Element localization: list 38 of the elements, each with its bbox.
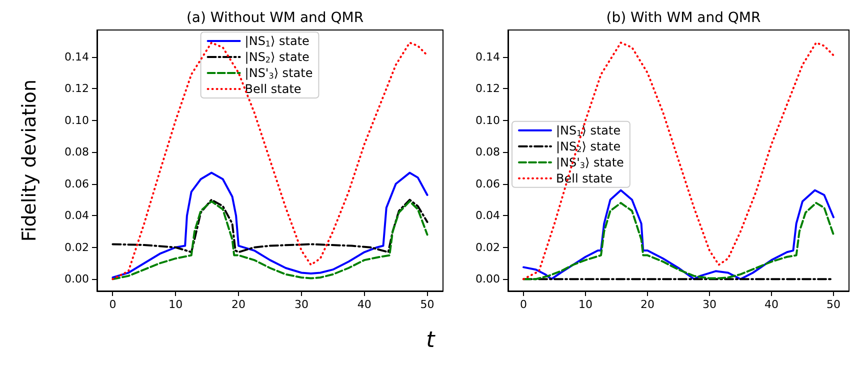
y-tick-label: 0.06	[64, 177, 89, 190]
line-series	[112, 198, 428, 254]
legend-label: Bell state	[556, 171, 612, 186]
y-tick-label: 0.12	[64, 82, 89, 96]
y-tick-label: 0.08	[64, 146, 89, 159]
chart-title: (b) With WM and QMR	[606, 10, 762, 26]
y-tick-label: 0.02	[476, 240, 500, 254]
y-tick-label: 0.04	[64, 209, 89, 222]
line-series	[522, 42, 834, 280]
x-tick-label: 20	[232, 298, 246, 311]
y-tick-label: 0.00	[476, 272, 500, 286]
x-tick-label: 20	[640, 298, 654, 311]
x-tick-label: 30	[294, 298, 308, 311]
y-tick-label: 0.06	[476, 177, 500, 190]
y-axis-title: Fidelity deviation	[18, 79, 40, 242]
y-tick-label: 0.02	[64, 240, 89, 254]
x-tick-label: 40	[764, 298, 778, 311]
x-tick-label: 0	[109, 298, 116, 311]
line-series	[112, 200, 428, 280]
x-tick-label: 50	[420, 298, 434, 311]
x-axis-title: t	[425, 328, 436, 353]
y-tick-label: 0.14	[476, 50, 500, 64]
x-tick-label: 40	[357, 298, 372, 311]
chart-title: (a) Without WM and QMR	[186, 10, 364, 26]
y-tick-label: 0.10	[476, 114, 500, 127]
x-tick-label: 10	[168, 298, 183, 311]
x-tick-label: 0	[520, 298, 527, 311]
y-tick-label: 0.04	[476, 209, 500, 222]
x-tick-label: 50	[826, 298, 840, 311]
line-series	[112, 172, 428, 279]
y-tick-label: 0.08	[476, 146, 500, 159]
legend-label: Bell state	[244, 82, 302, 96]
y-tick-label: 0.10	[64, 114, 89, 127]
y-tick-label: 0.14	[64, 50, 89, 64]
y-tick-label: 0.12	[476, 82, 500, 96]
y-tick-label: 0.00	[64, 272, 89, 286]
x-tick-label: 10	[578, 298, 592, 311]
x-tick-label: 30	[702, 298, 716, 311]
